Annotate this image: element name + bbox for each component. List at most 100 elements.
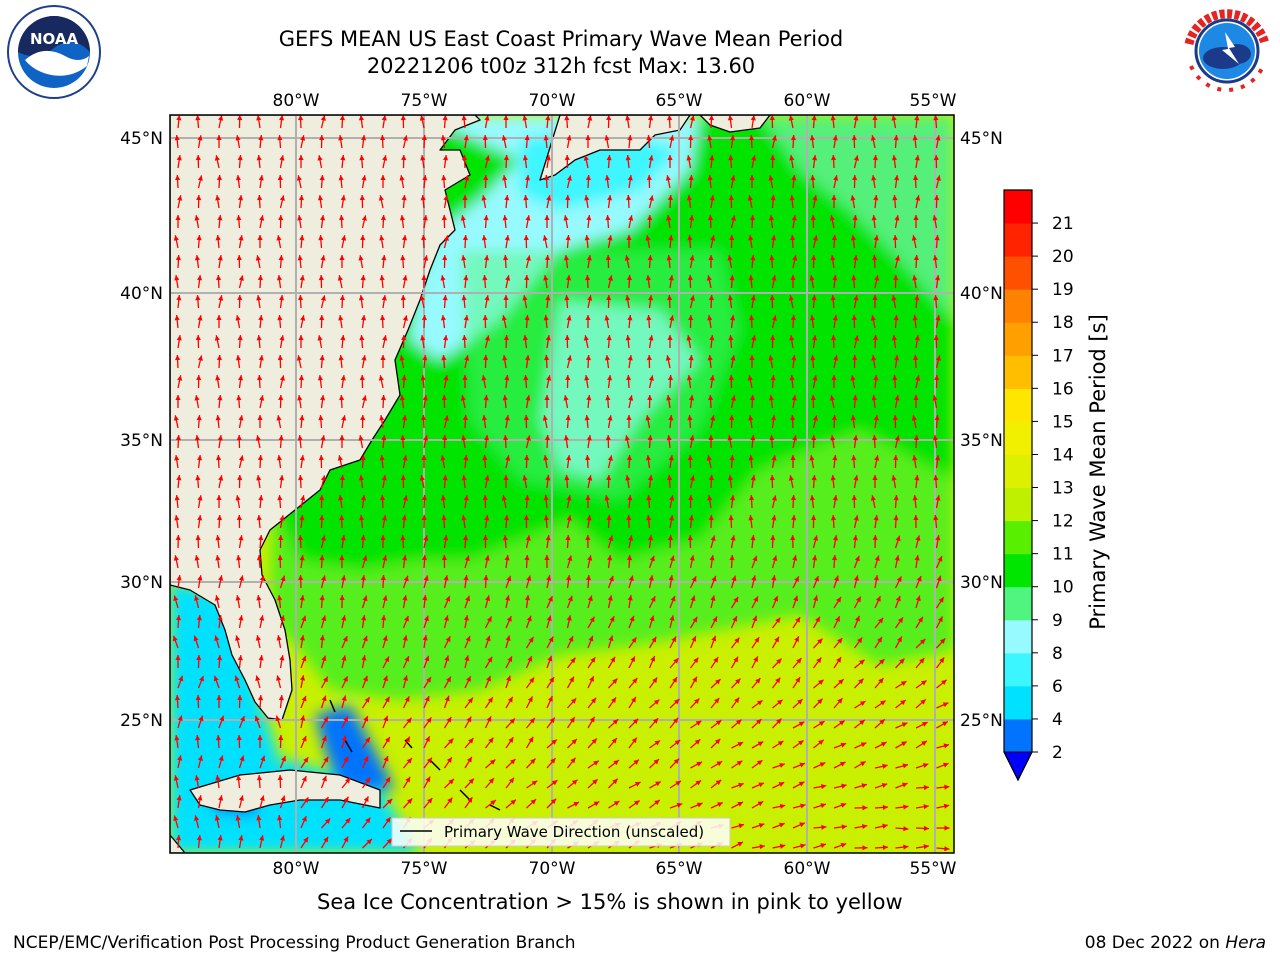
wave-arrow-head [216,355,223,361]
wave-arrow-head [609,616,615,622]
wave-arrow-head [933,115,939,121]
wave-arrow-head [379,135,386,141]
colorbar-segment [1004,421,1032,455]
wave-arrow-head [772,555,778,562]
legend-label: Primary Wave Direction (unscaled) [444,823,704,841]
wave-arrow-head [794,636,799,642]
wave-arrow-head [737,841,744,847]
wave-arrow-head [359,375,365,381]
wave-arrow-head [382,595,388,601]
wave-arrow-head [569,717,575,723]
wave-arrow-head [655,781,661,787]
wave-arrow-head [920,699,926,705]
wave-arrow-head [462,195,468,200]
wave-arrow-head [758,782,764,788]
wave-arrow-head [237,375,244,381]
wave-arrow-head [831,555,838,561]
wave-arrow-head [820,843,826,849]
wave-arrow-head [323,836,329,843]
colorbar-segment [1004,190,1032,224]
wave-arrow-head [299,235,305,241]
wave-arrow-head [173,775,179,781]
wave-arrow-head [829,395,835,401]
wave-arrow-head [343,676,348,682]
wave-arrow-head [921,680,927,686]
wave-arrow-head [300,315,306,321]
wave-arrow-head [341,615,347,621]
wave-arrow-head [605,215,611,221]
wave-arrow-head [935,495,941,501]
wave-arrow-head [216,315,222,320]
wave-arrow-head [688,215,695,221]
wave-arrow-head [653,759,660,765]
wave-arrow-head [298,335,304,340]
wave-arrow-head [874,455,880,461]
wave-arrow-head [892,375,898,381]
wave-arrow-head [254,715,260,722]
wave-arrow-head [300,135,306,141]
wave-arrow-head [935,315,941,321]
wave-arrow-head [359,195,365,201]
wave-arrow-head [727,475,734,481]
wave-arrow-head [502,175,508,181]
wave-arrow-head [612,778,618,785]
wave-arrow-head [670,595,676,602]
wave-arrow-head [237,195,244,201]
wave-arrow-head [897,636,902,643]
wave-arrow-head [728,195,734,201]
wave-arrow-head [381,615,387,621]
wave-arrow-head [770,235,777,241]
wave-arrow-head [419,115,425,121]
wave-arrow-head [525,435,531,441]
wave-arrow-head [571,738,577,745]
wave-arrow-head [733,596,739,603]
wave-arrow-head [174,735,180,741]
wave-arrow-head [935,135,941,141]
wave-arrow-head [195,335,201,341]
wave-arrow-head [800,843,806,849]
wave-arrow-head [836,597,841,603]
wave-arrow-head [606,115,612,121]
wave-arrow-head [218,295,224,301]
wave-arrow-head [572,779,578,785]
wave-arrow-head [482,275,488,281]
wave-arrow-head [504,415,510,421]
wave-arrow-head [851,135,857,141]
wave-arrow-head [400,295,406,301]
wave-arrow-head [820,803,826,809]
wave-arrow-head [443,575,449,581]
lon-label: 70°W [529,859,576,879]
wave-arrow-head [277,315,283,321]
wave-arrow-head [524,455,530,461]
wave-arrow-head [463,575,469,581]
wave-arrow-head [214,335,220,341]
noaa-logo-text: NOAA [30,30,79,48]
wave-arrow-head [177,375,183,381]
wave-arrow-head [546,375,552,381]
wave-arrow-head [814,575,819,582]
wave-arrow-head [383,675,388,682]
wave-arrow-head [510,759,516,765]
wave-arrow-head [728,155,734,161]
wave-arrow-head [196,275,203,281]
wave-arrow-head [406,798,413,804]
colorbar-segment [1004,553,1032,588]
wave-arrow-head [584,415,590,421]
wave-arrow-head [301,695,307,702]
wave-arrow-head [358,475,365,481]
wave-arrow-head [444,655,450,662]
wave-arrow-head [258,175,264,181]
wave-arrow-head [319,135,325,141]
wave-arrow-head [177,715,183,722]
wave-arrow-head [713,657,719,663]
wave-arrow-head [278,215,284,221]
wave-arrow-head [442,295,448,301]
wave-arrow-head [176,795,182,801]
wave-arrow-head [833,175,839,181]
wave-arrow-head [298,155,304,160]
wave-arrow-head [770,195,776,201]
wave-arrow-head [911,415,917,421]
wave-arrow-head [319,555,325,561]
wave-arrow-head [753,656,758,662]
wave-arrow-head [277,495,283,501]
